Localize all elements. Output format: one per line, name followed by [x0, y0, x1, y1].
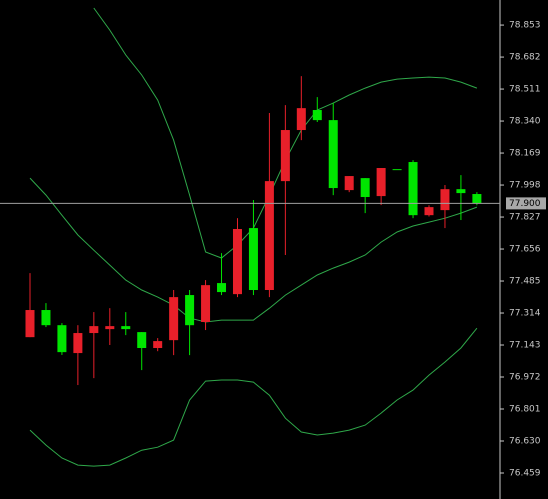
y-tick-label: 76.801 — [509, 405, 541, 415]
candle-body — [392, 169, 402, 171]
y-tick-label: 78.169 — [509, 149, 541, 159]
candle-body — [169, 297, 179, 341]
candle-body — [312, 110, 322, 121]
candle-body — [121, 326, 131, 330]
candle-body — [264, 181, 274, 291]
y-tick-label: 77.827 — [509, 213, 541, 223]
candle-body — [232, 229, 242, 295]
y-tick-label: 77.998 — [509, 181, 541, 191]
y-tick-label: 76.630 — [509, 436, 541, 446]
candle-body — [296, 108, 306, 131]
candle-body — [89, 326, 99, 334]
y-tick-label: 77.656 — [509, 245, 541, 255]
y-tick-label: 76.972 — [509, 373, 541, 383]
candle-body — [105, 326, 115, 330]
last-price-box — [506, 197, 546, 210]
candle-body — [408, 162, 418, 216]
candle-body — [248, 228, 258, 291]
y-tick-label: 77.485 — [509, 277, 541, 287]
candle-body — [57, 325, 67, 353]
candle-body — [201, 285, 211, 323]
candle-body — [153, 341, 163, 349]
candle-body — [217, 283, 227, 293]
y-tick-label: 78.853 — [509, 21, 541, 31]
candle-body — [456, 189, 466, 194]
last-price-label: 77.900 — [509, 199, 541, 209]
band-line — [29, 177, 478, 323]
band-line — [29, 327, 478, 467]
candle-body — [440, 189, 450, 211]
y-tick-label: 78.340 — [509, 117, 541, 127]
candle-body — [41, 310, 51, 326]
candle-body — [137, 332, 147, 349]
y-tick-label: 76.459 — [509, 468, 541, 478]
candle-body — [185, 295, 195, 326]
candle-body — [73, 333, 83, 354]
candle-body — [472, 194, 482, 204]
candle-body — [360, 178, 370, 198]
candle-body — [376, 168, 386, 197]
y-tick-label: 77.143 — [509, 341, 541, 351]
y-tick-label: 78.511 — [509, 85, 541, 95]
y-tick-label: 77.314 — [509, 309, 541, 319]
candle-body — [344, 176, 354, 191]
candle-body — [424, 207, 434, 216]
y-tick-label: 78.682 — [509, 53, 541, 63]
candle-body — [328, 120, 338, 189]
candle-body — [25, 310, 35, 338]
candle-body — [280, 130, 290, 182]
